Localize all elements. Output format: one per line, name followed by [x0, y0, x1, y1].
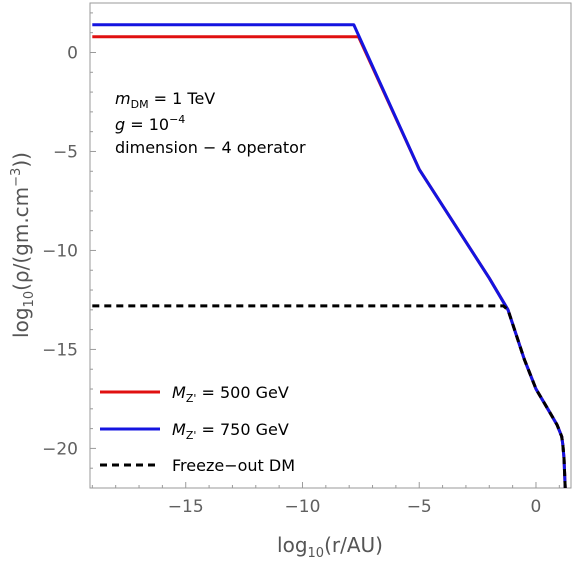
y-tick-label: 0: [67, 43, 78, 63]
series-line-z750: [92, 23, 567, 488]
y-tick-label: −10: [42, 241, 78, 261]
x-tick-label: −5: [407, 497, 432, 517]
x-tick-label: 0: [531, 497, 542, 517]
y-axis-title: log10(ρ/(gm.cm−3)): [9, 152, 37, 338]
x-tick-label: −10: [285, 497, 321, 517]
legend-label-freeze-out: Freeze−out DM: [172, 456, 295, 475]
y-axis-ticks: 0 −5 −10 −15 −20: [42, 12, 96, 469]
y-tick-label: −5: [53, 142, 78, 162]
legend-label-z750: MZ' = 750 GeV: [172, 420, 289, 442]
x-axis-ticks: −15 −10 −5 0: [91, 482, 560, 517]
x-tick-label: −15: [168, 497, 204, 517]
plot-frame: [89, 2, 572, 489]
annotation-operator: dimension − 4 operator: [115, 138, 306, 157]
y-tick-label: −20: [42, 439, 78, 459]
y-tick-label: −15: [42, 340, 78, 360]
x-axis-title: log10(r/AU): [277, 533, 383, 561]
legend: MZ' = 500 GeV MZ' = 750 GeV Freeze−out D…: [100, 383, 295, 475]
annotation-coupling: g = 10−4: [115, 113, 185, 134]
series-line-freeze-out: [92, 304, 567, 488]
legend-label-z500: MZ' = 500 GeV: [172, 383, 289, 405]
annotation-dm-mass: mDM = 1 TeV: [115, 89, 215, 111]
series-layer: [92, 23, 567, 488]
